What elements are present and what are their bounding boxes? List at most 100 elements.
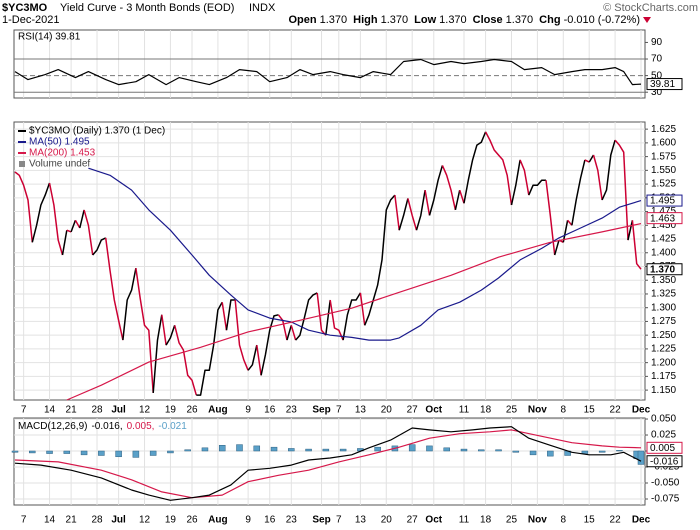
- x-tick-label: 26: [186, 515, 198, 526]
- price-line: [592, 154, 603, 201]
- macd-histogram-bar: [305, 448, 312, 452]
- x-tick-label: 12: [139, 515, 151, 526]
- y-tick-label: 1.575: [651, 151, 676, 162]
- y-tick-label: 90: [651, 37, 663, 48]
- x-tick-label: 22: [610, 515, 622, 526]
- x-tick-label: 20: [381, 515, 393, 526]
- x-tick-label: 12: [139, 405, 151, 416]
- series-line: [14, 429, 642, 499]
- price-line: [173, 325, 198, 396]
- y-tick-label: 70: [651, 54, 663, 65]
- legend-label: MA(200) 1.453: [29, 148, 96, 159]
- y-tick-label: -0.050: [651, 478, 680, 489]
- value-tag-label: 1.370: [650, 264, 675, 275]
- x-tick-label: 18: [480, 515, 492, 526]
- panel-label: MACD(12,26,9) -0.016, 0.005, -0.021: [18, 421, 187, 432]
- macd-histogram-bar: [11, 450, 19, 453]
- macd-histogram-bar: [322, 448, 330, 452]
- price-line: [441, 165, 457, 211]
- price-line: [260, 314, 279, 376]
- x-tick-label: Jul: [111, 405, 126, 416]
- value-tag: [646, 263, 683, 276]
- price-line: [295, 292, 318, 341]
- x-tick-label: 7: [336, 515, 342, 526]
- panel-label: RSI(14) 39.81: [18, 32, 81, 43]
- macd-histogram-bar: [132, 450, 140, 458]
- y-tick-label: 1.325: [651, 289, 676, 300]
- value-tag: [646, 78, 683, 91]
- legend-label: Volume undef: [29, 159, 90, 170]
- price-line: [70, 220, 77, 233]
- price-line: [394, 195, 400, 231]
- value-tag-label: 0.005: [650, 443, 675, 454]
- value-tag: [646, 212, 683, 225]
- price-line: [398, 198, 409, 231]
- x-tick-label: 7: [21, 405, 27, 416]
- value-tag: [646, 441, 683, 454]
- quote-value: -0.010 (-0.72%): [564, 14, 640, 26]
- x-tick-label: 9: [245, 405, 251, 416]
- price-line: [364, 194, 396, 326]
- x-tick-label: 23: [286, 515, 298, 526]
- x-tick-label: 25: [506, 405, 518, 416]
- price-line: [256, 344, 262, 376]
- y-tick-label: 1.475: [651, 206, 676, 217]
- macd-histogram-bar: [63, 450, 71, 454]
- y-tick-label: 1.450: [651, 220, 676, 231]
- y-tick-label: 0.025: [651, 430, 676, 441]
- macd-histogram-bar: [637, 450, 645, 465]
- macd-histogram-bar: [270, 446, 278, 452]
- panel-label-title: MACD(12,26,9): [18, 421, 87, 432]
- price-line: [152, 314, 163, 393]
- quote-label: High: [353, 14, 378, 26]
- price-line: [627, 220, 634, 241]
- x-tick-label: 14: [44, 405, 56, 416]
- macd-histogram-bar: [495, 449, 502, 452]
- price-line: [122, 267, 137, 341]
- price-line: [234, 299, 249, 371]
- price-line: [528, 179, 546, 196]
- price-line: [290, 325, 297, 341]
- x-tick-label: Oct: [425, 405, 442, 416]
- panel-frame: [13, 29, 646, 99]
- macd-histogram-bar: [598, 450, 606, 453]
- price-line: [584, 159, 590, 163]
- price-line: [83, 209, 94, 256]
- price-line: [458, 189, 465, 204]
- value-tag: [646, 194, 683, 207]
- x-tick-label: 9: [245, 515, 251, 526]
- x-tick-label: 26: [186, 405, 198, 416]
- price-line: [562, 220, 569, 243]
- price-line: [553, 239, 560, 256]
- price-line: [415, 189, 426, 231]
- price-line: [454, 189, 461, 211]
- macd-histogram-bar: [512, 450, 520, 453]
- series-line: [66, 223, 642, 401]
- price-line: [484, 131, 513, 206]
- x-tick-label: 15: [584, 515, 596, 526]
- date: 1-Dec-2021: [2, 14, 59, 26]
- quote-value: 1.370: [506, 14, 534, 26]
- y-tick-label: 1.350: [651, 275, 676, 286]
- price-line: [74, 219, 81, 229]
- x-tick-label: 27: [407, 515, 419, 526]
- macd-histogram-bar: [478, 449, 485, 452]
- x-tick-label: Dec: [632, 405, 651, 416]
- macd-histogram-bar: [460, 448, 468, 452]
- x-tick-label: 15: [584, 405, 596, 416]
- series-line: [14, 58, 642, 86]
- x-tick-label: 13: [355, 405, 367, 416]
- macd-histogram-bar: [98, 450, 105, 456]
- price-line: [519, 159, 530, 196]
- macd-histogram-bar: [339, 448, 347, 452]
- x-tick-label: 7: [336, 405, 342, 416]
- x-tick-label: Nov: [528, 405, 547, 416]
- price-line: [79, 209, 85, 229]
- panel-label-value: -0.021: [158, 421, 187, 432]
- price-line: [225, 299, 236, 331]
- y-tick-label: 1.550: [651, 165, 676, 176]
- price-line: [510, 159, 521, 206]
- quote-value: 1.370: [381, 14, 409, 26]
